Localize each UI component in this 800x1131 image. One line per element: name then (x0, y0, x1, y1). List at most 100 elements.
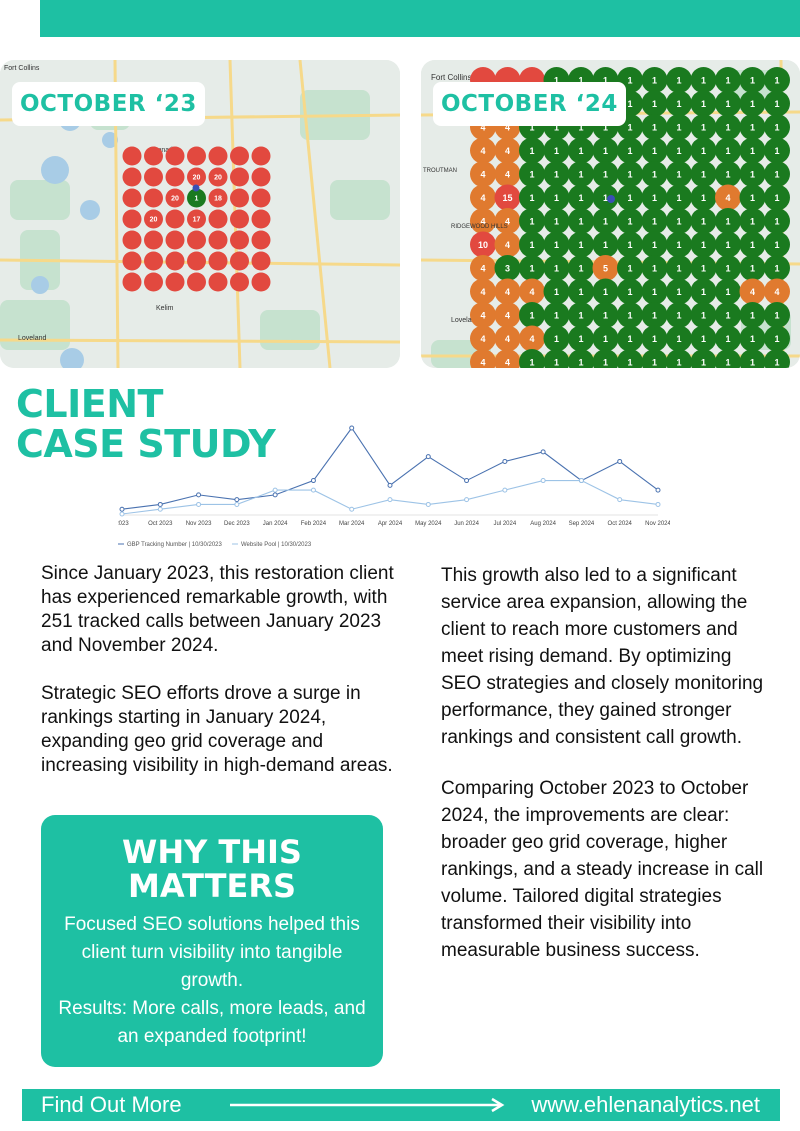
grid-point-highlight (592, 255, 619, 281)
grid-point-top-rank (715, 90, 741, 117)
grid-point-top-rank (690, 114, 717, 140)
place-label-troutman: TROUTMAN (423, 168, 457, 174)
grid-rank-label: 1 (676, 217, 681, 227)
grid-rank-label: 1 (701, 240, 706, 250)
data-point (387, 482, 393, 488)
body-paragraph: Comparing October 2023 to October 2024, … (441, 778, 764, 961)
grid-point (230, 146, 249, 166)
grid-point (144, 251, 163, 271)
grid-point (122, 230, 142, 250)
website-link[interactable]: www.ehlenanalytics.net (531, 1092, 760, 1117)
grid-rank-label: 1 (554, 146, 559, 156)
grid-point-top-rank (715, 114, 741, 140)
title-line-1: CLIENT (16, 382, 163, 426)
grid-point-top-rank (641, 137, 668, 164)
grid-point-highlight (764, 278, 790, 305)
grid-rank-label: 1 (578, 170, 583, 180)
grid-rank-label: 1 (725, 99, 730, 109)
grid-point-top-rank (568, 184, 594, 211)
grid-rank-label: 4 (505, 311, 510, 321)
business-pin-icon (607, 195, 615, 203)
grid-rank-label: 1 (774, 146, 779, 156)
grid-point-top-rank (666, 255, 692, 281)
data-point (425, 454, 431, 460)
grid-point-top-rank (739, 184, 766, 211)
grid-point-top-rank (764, 67, 790, 93)
grid-point-top-rank (543, 278, 570, 305)
grid-point (251, 167, 271, 187)
grid-point-top-rank (568, 161, 594, 187)
grid-rank-label: 1 (652, 76, 657, 86)
data-point (578, 478, 584, 484)
grid-rank-label: 1 (554, 334, 559, 344)
grid-point-top-rank (764, 137, 790, 164)
grid-rank-label: 1 (578, 123, 583, 133)
grid-rank-label: 1 (578, 334, 583, 344)
data-point (234, 501, 240, 507)
grid-point (144, 230, 163, 250)
grid-rank-label: 1 (603, 146, 608, 156)
x-tick-label: Nov 2023 (186, 521, 212, 527)
grid-point-top-rank (592, 137, 619, 164)
grid-point-top-rank (666, 137, 692, 164)
grid-point-top-rank (592, 349, 619, 368)
x-tick-label: Dec 2023 (224, 521, 250, 527)
grid-rank-label: 1 (578, 287, 583, 297)
grid-rank-label: 1 (701, 287, 706, 297)
grid-rank-label: 1 (750, 334, 755, 344)
grid-point (251, 272, 271, 292)
grid-point-top-rank (666, 161, 692, 187)
grid-rank-label: 1 (774, 217, 779, 227)
place-label-timnath: Timnath (150, 147, 175, 154)
grid-point-highlight (494, 184, 521, 211)
grid-point-top-rank (690, 255, 717, 281)
grid-point (230, 230, 249, 250)
grid-point (165, 251, 185, 271)
grid-rank-label: 1 (652, 358, 657, 368)
grid-rank-label: 1 (652, 99, 657, 109)
grid-point (144, 209, 163, 229)
grid-rank-label: 1 (627, 193, 632, 203)
map-park-area (0, 300, 70, 350)
grid-point-top-rank (617, 137, 643, 164)
grid-rank-label: 1 (701, 311, 706, 321)
grid-rank-label: 1 (701, 146, 706, 156)
grid-point (251, 209, 271, 229)
grid-rank-label: 20 (150, 217, 158, 224)
grid-point-top-rank (739, 114, 766, 140)
grid-point (208, 167, 228, 187)
grid-rank-label: 1 (676, 99, 681, 109)
grid-rank-label: 1 (627, 146, 632, 156)
grid-point-top-rank (715, 67, 741, 93)
body-left-column: Since January 2023, this restoration cli… (41, 562, 401, 778)
grid-point-mid-rank (470, 137, 496, 164)
grid-rank-label: 1 (578, 240, 583, 250)
grid-rank-label: 1 (676, 193, 681, 203)
grid-rank-label: 1 (554, 311, 559, 321)
data-point (119, 511, 125, 517)
grid-point (122, 272, 142, 292)
grid-point-top-rank (568, 302, 594, 328)
grid-point-top-rank (641, 278, 668, 305)
data-point (540, 478, 546, 484)
body-paragraph: This growth also led to a significant se… (441, 565, 764, 748)
grid-rank-label: 1 (603, 287, 608, 297)
grid-point-mid-rank (470, 302, 496, 328)
grid-rank-label: 1 (725, 76, 730, 86)
grid-rank-label: 1 (627, 264, 632, 274)
grid-rank-label: 1 (627, 76, 632, 86)
grid-rank-label: 1 (750, 123, 755, 133)
grid-point-top-rank (519, 161, 545, 187)
find-out-more-link[interactable]: Find Out More (41, 1092, 182, 1117)
grid-point (122, 188, 142, 208)
grid-rank-label: 4 (480, 264, 485, 274)
geo-grid-map-after: Fort Collins 1 1 1 1 1 1 1 1 1 1 1 1 1 1 1 1 1 1 1 1 1 1 1 4 4 1 1… (421, 60, 800, 368)
grid-rank-label: 4 (480, 358, 485, 368)
grid-rank-label: 1 (725, 264, 730, 274)
callout-title-line-2: MATTERS (127, 867, 297, 905)
tracked-calls-line-chart: 2023 Oct 2023 Nov 2023 Dec 2023 Jan 2024 Feb … (118, 425, 670, 548)
grid-point-top-rank (764, 349, 790, 368)
data-point (349, 425, 355, 431)
grid-point-top-rank (592, 325, 619, 352)
grid-rank-label: 20 (193, 175, 201, 182)
